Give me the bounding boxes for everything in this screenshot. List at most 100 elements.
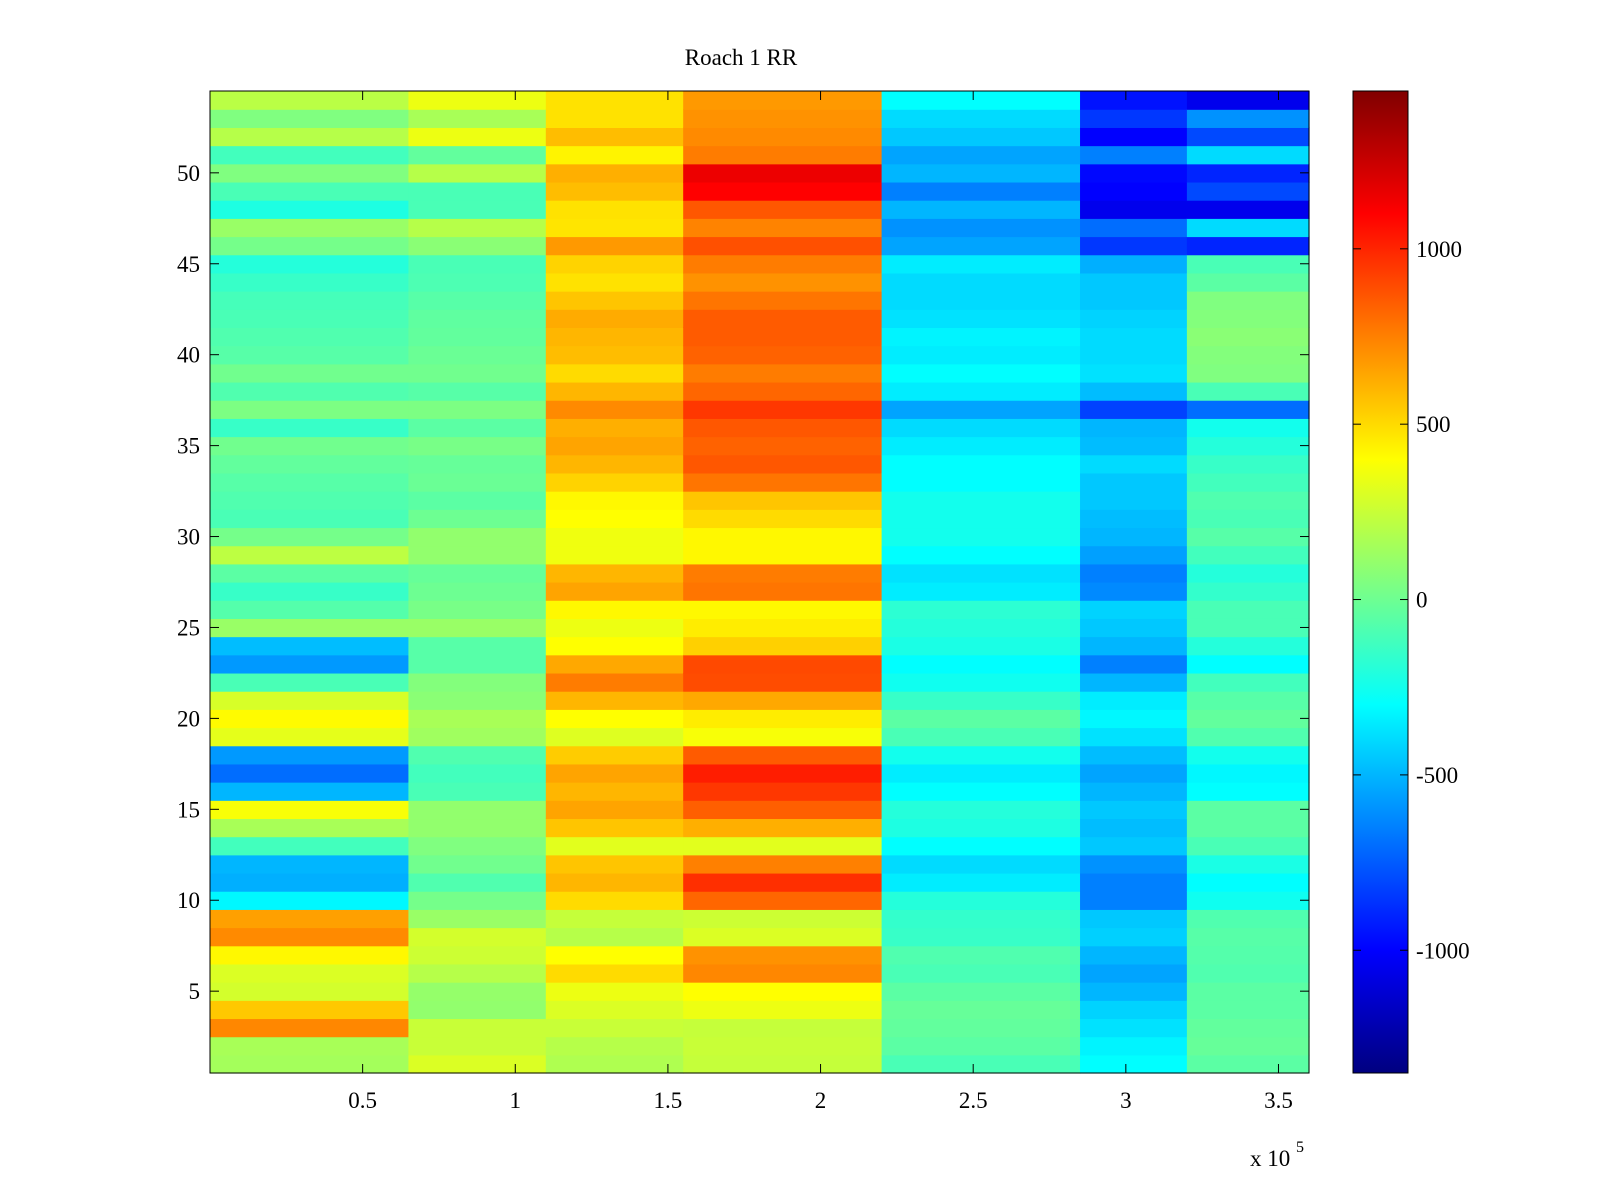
heatmap-cell: [1186, 654, 1310, 674]
heatmap-cell: [545, 109, 684, 128]
heatmap-cell: [1080, 109, 1188, 128]
heatmap-cell: [683, 1036, 883, 1056]
y-tick-label: 5: [189, 979, 201, 1004]
heatmap-cell: [881, 891, 1081, 910]
heatmap-cell: [408, 782, 547, 801]
heatmap-cell: [408, 345, 547, 365]
heatmap-cell: [210, 854, 410, 874]
heatmap-cell: [408, 163, 547, 183]
heatmap-cell: [1080, 872, 1188, 892]
heatmap-cell: [1080, 691, 1188, 710]
x-axis-exponent: x 10 5: [1250, 1139, 1304, 1171]
heatmap-cell: [881, 254, 1081, 274]
heatmap-cell: [1080, 709, 1188, 729]
heatmap-cell: [881, 291, 1081, 310]
heatmap-cell: [210, 745, 410, 765]
y-tick-label: 35: [177, 434, 200, 459]
heatmap-cell: [1186, 691, 1310, 710]
heatmap-cell: [545, 582, 684, 601]
heatmap-cell: [210, 236, 410, 256]
heatmap-cell: [1186, 1000, 1310, 1020]
heatmap-cell: [881, 636, 1081, 656]
heatmap-cell: [1186, 291, 1310, 310]
heatmap-cell: [1186, 181, 1310, 201]
heatmap-cell: [683, 1000, 883, 1020]
heatmap-cell: [545, 854, 684, 874]
heatmap-cell: [881, 1000, 1081, 1020]
heatmap-cell: [210, 1054, 410, 1074]
heatmap-cell: [210, 254, 410, 274]
heatmap-cell: [683, 909, 883, 929]
heatmap-cell: [545, 691, 684, 710]
heatmap-cell: [1186, 927, 1310, 947]
x-tick-label: 3: [1120, 1088, 1132, 1113]
heatmap-cell: [1186, 200, 1310, 219]
heatmap-cell: [1186, 836, 1310, 856]
y-axis: 5 10 15 20 25 30 35 40 45 50: [177, 161, 1309, 1004]
heatmap-cell: [210, 400, 410, 419]
heatmap-cell: [408, 763, 547, 783]
heatmap-cell: [545, 672, 684, 692]
heatmap-cell: [545, 636, 684, 656]
colorbar: [1352, 90, 1409, 1074]
heatmap-cell: [210, 818, 410, 838]
heatmap-cell: [210, 218, 410, 238]
heatmap-cell: [683, 363, 883, 383]
heatmap-cell: [1186, 91, 1310, 110]
heatmap-cell: [683, 345, 883, 365]
heatmap-cell: [1080, 527, 1188, 547]
heatmap-cell: [683, 800, 883, 820]
heatmap-cell: [408, 309, 547, 329]
heatmap-cell: [1080, 327, 1188, 347]
heatmap-cell: [1080, 1000, 1188, 1020]
heatmap-cell: [545, 782, 684, 801]
heatmap-cell: [1186, 491, 1310, 510]
heatmap-cell: [1186, 963, 1310, 983]
x-tick-label: 1: [510, 1088, 522, 1113]
heatmap-cell: [210, 472, 410, 492]
heatmap-cell: [881, 1036, 1081, 1056]
heatmap-cell: [683, 291, 883, 310]
heatmap-cell: [408, 872, 547, 892]
heatmap-cell: [1186, 381, 1310, 401]
heatmap-cell: [545, 654, 684, 674]
heatmap-cell: [408, 945, 547, 965]
heatmap-cell: [408, 381, 547, 401]
heatmap-cell: [1186, 745, 1310, 765]
heatmap-cell: [210, 636, 410, 656]
heatmap-cell: [545, 291, 684, 310]
heatmap-cell: [408, 836, 547, 856]
heatmap-cell: [1080, 436, 1188, 456]
heatmap-cell: [545, 891, 684, 910]
heatmap-cell: [1186, 236, 1310, 256]
heatmap-cell: [881, 782, 1081, 801]
heatmap-cell: [1186, 872, 1310, 892]
heatmap-cell: [1186, 1018, 1310, 1038]
heatmap-cell: [1080, 200, 1188, 219]
heatmap-cell: [408, 400, 547, 419]
heatmap-cell: [210, 109, 410, 128]
heatmap-cell: [408, 200, 547, 219]
heatmap-cell: [1080, 909, 1188, 929]
heatmap-cell: [408, 600, 547, 619]
heatmap-cell: [881, 109, 1081, 128]
chart-title: Roach 1 RR: [685, 45, 798, 70]
heatmap-cell: [683, 982, 883, 1001]
heatmap-cell: [683, 200, 883, 219]
heatmap-cell: [408, 218, 547, 238]
heatmap-cell: [881, 163, 1081, 183]
heatmap-cell: [210, 763, 410, 783]
heatmap-cell: [683, 163, 883, 183]
heatmap-cell: [1080, 472, 1188, 492]
heatmap-cell: [210, 181, 410, 201]
heatmap-cell: [881, 436, 1081, 456]
heatmap-cell: [683, 654, 883, 674]
heatmap-cell: [1080, 145, 1188, 165]
heatmap-cell: [1186, 163, 1310, 183]
heatmap-cell: [881, 763, 1081, 783]
heatmap-cell: [210, 272, 410, 292]
heatmap-cell: [545, 745, 684, 765]
heatmap-cell: [408, 1054, 547, 1074]
heatmap-cell: [683, 91, 883, 110]
heatmap-cell: [545, 181, 684, 201]
